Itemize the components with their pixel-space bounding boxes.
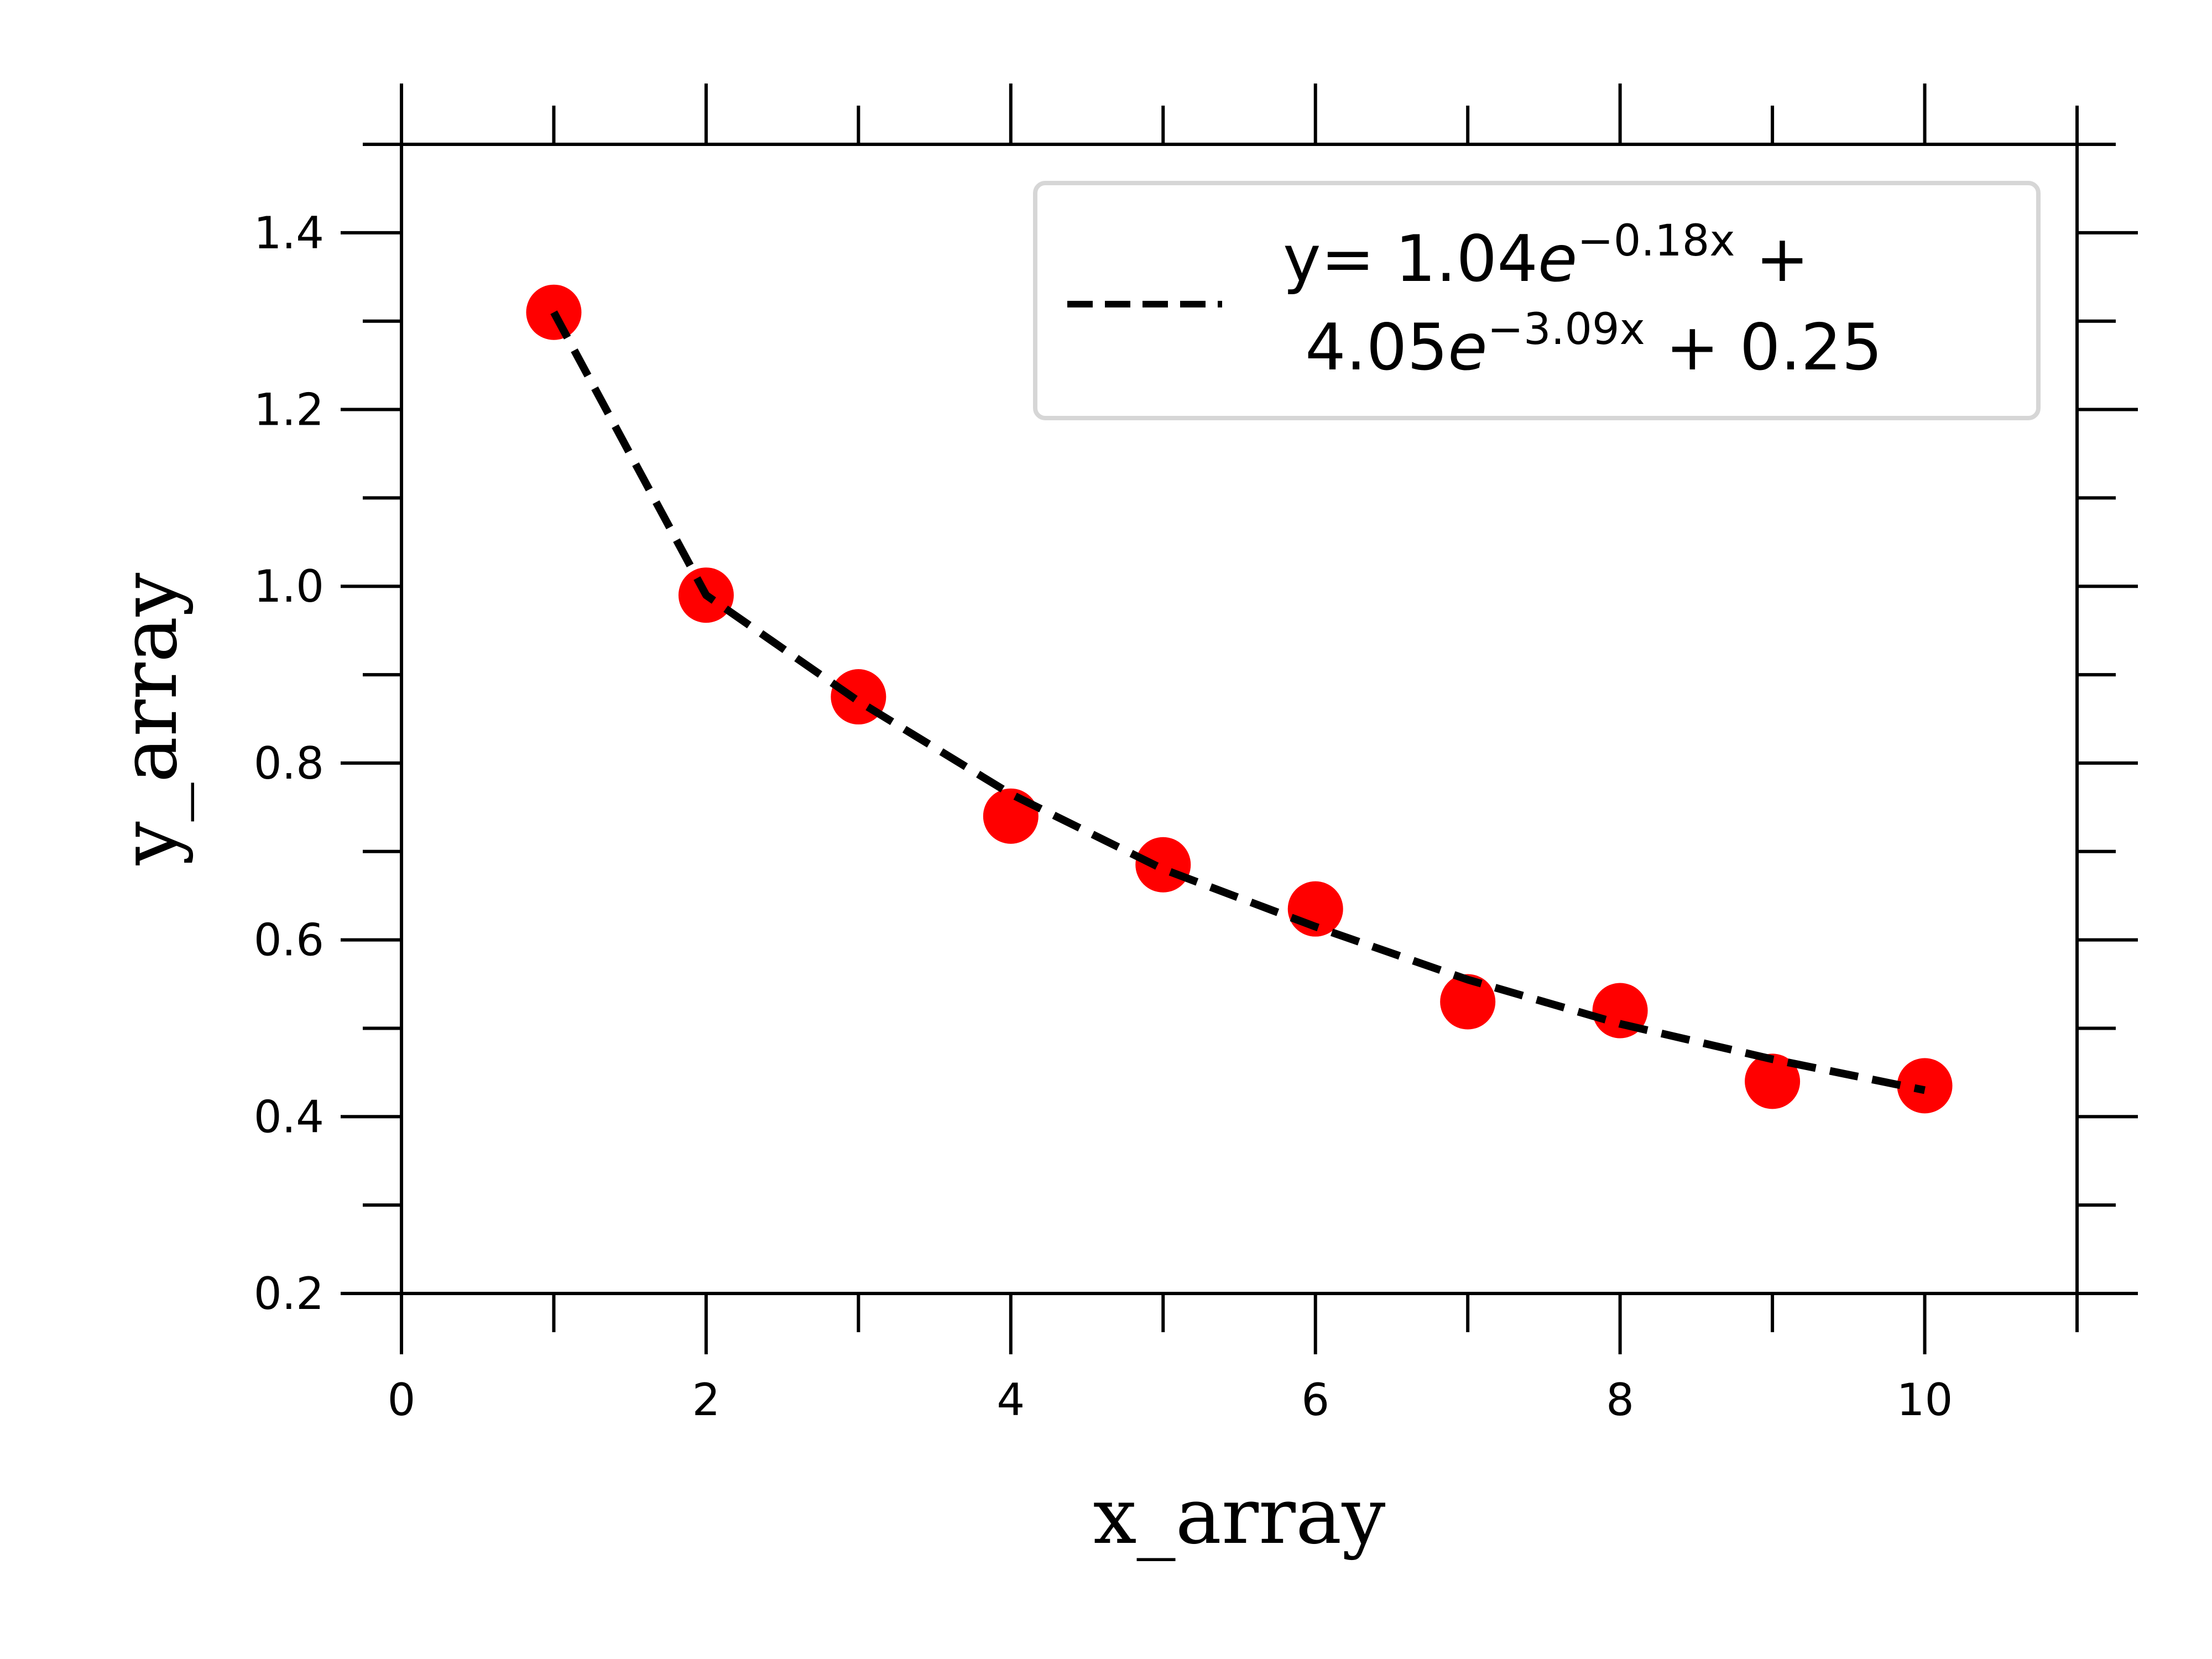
x-axis-ticks: 0 2 4 6 8 10 (388, 84, 2079, 1426)
y-tick-label: 1.0 (254, 561, 324, 612)
x-axis-title: x_array (1093, 1472, 1386, 1562)
legend: y= 1.04e−0.18x + 4.05e−3.09x + 0.25 (1033, 181, 2041, 420)
x-tick-label: 2 (692, 1374, 720, 1426)
data-point (1745, 1053, 1801, 1109)
plot-frame (400, 143, 2079, 1295)
data-point (1135, 837, 1191, 893)
x-tick-label: 0 (388, 1374, 416, 1426)
y-tick-label: 1.4 (254, 207, 324, 259)
data-point (1897, 1058, 1953, 1114)
plot-area (526, 284, 1953, 1114)
y-tick-label: 1.2 (254, 384, 324, 436)
legend-label-line-1: y= 1.04e−0.18x + (1283, 216, 1809, 296)
legend-frame (1033, 181, 2041, 420)
y-axis-title: y_array (105, 573, 195, 866)
x-tick-label: 10 (1897, 1374, 1953, 1426)
x-tick-label: 4 (997, 1374, 1025, 1426)
y-tick-label: 0.2 (254, 1268, 324, 1319)
y-axis-ticks: 0.2 0.4 0.6 0.8 1.0 1.2 1.4 (254, 143, 2138, 1319)
fit-curve (550, 310, 1926, 1094)
data-point (983, 788, 1039, 844)
y-tick-label: 0.6 (254, 915, 324, 966)
legend-label-line-2: 4.05e−3.09x + 0.25 (1305, 305, 1882, 385)
x-tick-label: 6 (1301, 1374, 1329, 1426)
y-tick-label: 0.4 (254, 1091, 324, 1142)
y-tick-label: 0.8 (254, 738, 324, 789)
data-point (1440, 974, 1496, 1030)
x-tick-label: 8 (1606, 1374, 1634, 1426)
